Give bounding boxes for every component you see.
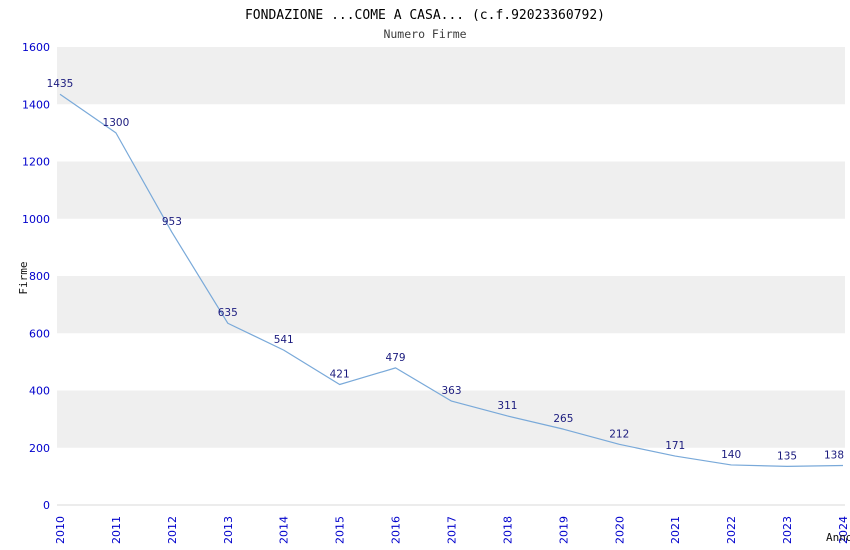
grid-band [57,161,845,219]
data-label: 212 [609,428,629,440]
y-tick-label: 1600 [22,41,50,54]
data-label: 140 [721,449,741,461]
y-tick-label: 1200 [22,156,50,169]
x-tick-label: 2015 [334,516,347,544]
x-tick-label: 2018 [501,516,514,544]
data-label: 265 [553,413,573,425]
y-tick-label: 600 [29,327,50,340]
x-tick-label: 2011 [110,516,123,544]
grid-band [57,47,845,105]
x-tick-label: 2019 [557,516,570,544]
plot-bands [57,47,845,448]
data-label: 953 [162,216,182,228]
grid-band [57,276,845,334]
y-tick-label: 200 [29,442,50,455]
x-tick-label: 2021 [669,516,682,544]
x-tick-label: 2013 [222,516,235,544]
x-axis-ticks: 2010 2011 2012 2013 2014 2015 2016 2017 2018 2019… [54,516,850,544]
data-label: 421 [330,368,350,380]
data-labels: 1435 1300 953 635 541 421 479 363 311 265 212 171 14… [47,78,844,462]
data-label: 1300 [103,117,130,129]
data-label: 138 [824,449,844,461]
chart-subtitle: Numero Firme [383,27,466,41]
x-tick-label: 2017 [446,516,459,544]
data-label: 541 [274,334,294,346]
data-series [59,93,844,467]
y-tick-label: 400 [29,385,50,398]
chart-title: FONDAZIONE ...COME A CASA... (c.f.920233… [245,8,605,23]
data-label: 1435 [47,78,74,90]
y-tick-label: 0 [43,499,50,512]
y-axis-ticks: 0 200 400 600 800 1000 1200 1400 1600 [22,41,50,512]
x-tick-label: 2010 [54,516,67,544]
y-axis-title: Firme [17,261,30,294]
grid-band [57,390,845,448]
series-line [59,93,844,467]
x-tick-label: 2024 [837,516,850,544]
x-tick-label: 2012 [166,516,179,544]
y-tick-label: 1000 [22,213,50,226]
x-tick-label: 2022 [725,516,738,544]
data-label: 479 [386,352,406,364]
x-tick-label: 2020 [613,516,626,544]
y-tick-label: 1400 [22,98,50,111]
data-label: 171 [665,440,685,452]
data-label: 635 [218,307,238,319]
x-axis-title: Anno [826,531,850,544]
x-tick-label: 2016 [390,516,403,544]
data-label: 363 [441,385,461,397]
data-label: 135 [777,450,797,462]
x-tick-label: 2023 [781,516,794,544]
y-tick-label: 800 [29,270,50,283]
x-tick-label: 2014 [278,516,291,544]
data-label: 311 [497,400,517,412]
